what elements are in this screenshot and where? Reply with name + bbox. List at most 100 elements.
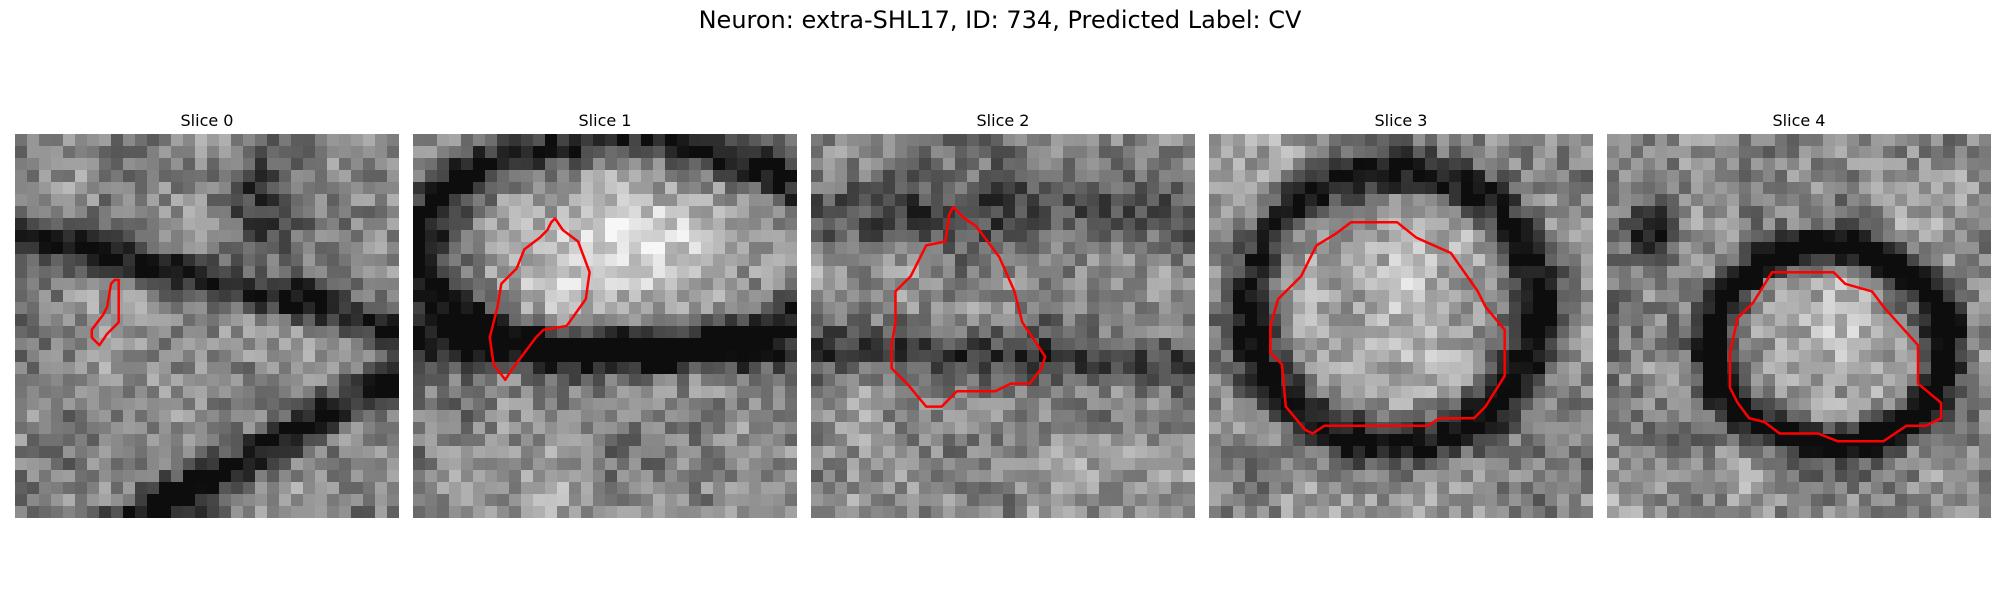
image-pixel (1557, 146, 1570, 159)
image-pixel (473, 158, 486, 171)
image-pixel (581, 398, 594, 411)
image-pixel (75, 290, 88, 303)
image-pixel (737, 218, 750, 231)
image-pixel (1835, 170, 1848, 183)
image-pixel (375, 314, 388, 327)
image-pixel (545, 446, 558, 459)
image-pixel (195, 182, 208, 195)
image-pixel (1557, 314, 1570, 327)
image-pixel (1509, 134, 1522, 147)
image-pixel (339, 362, 352, 375)
image-pixel (27, 290, 40, 303)
image-pixel (1221, 314, 1234, 327)
image-pixel (1293, 158, 1306, 171)
image-pixel (1281, 242, 1294, 255)
image-pixel (387, 506, 399, 518)
image-pixel (135, 362, 148, 375)
image-pixel (135, 458, 148, 471)
image-pixel (545, 410, 558, 423)
image-pixel (1233, 470, 1246, 483)
image-pixel (1039, 266, 1052, 279)
image-pixel (1619, 182, 1632, 195)
image-pixel (291, 422, 304, 435)
image-pixel (1667, 434, 1680, 447)
image-pixel (1147, 410, 1160, 423)
image-pixel (749, 206, 762, 219)
image-pixel (1703, 362, 1716, 375)
image-pixel (847, 266, 860, 279)
image-pixel (1727, 134, 1740, 147)
image-pixel (629, 506, 642, 518)
image-pixel (63, 338, 76, 351)
image-pixel (339, 314, 352, 327)
image-pixel (303, 338, 316, 351)
image-pixel (1449, 446, 1462, 459)
image-pixel (1341, 374, 1354, 387)
image-pixel (231, 434, 244, 447)
image-pixel (449, 158, 462, 171)
image-pixel (847, 446, 860, 459)
image-pixel (907, 410, 920, 423)
image-pixel (1473, 170, 1486, 183)
image-pixel (545, 458, 558, 471)
image-pixel (1557, 410, 1570, 423)
image-pixel (1051, 446, 1064, 459)
image-pixel (1545, 482, 1558, 495)
image-pixel (967, 278, 980, 291)
image-pixel (123, 230, 136, 243)
image-pixel (1293, 446, 1306, 459)
image-pixel (1655, 218, 1668, 231)
image-pixel (1787, 146, 1800, 159)
image-pixel (1473, 158, 1486, 171)
image-pixel (1341, 494, 1354, 507)
image-pixel (387, 386, 399, 399)
image-pixel (63, 398, 76, 411)
image-pixel (919, 194, 932, 207)
image-pixel (811, 230, 824, 243)
image-pixel (859, 302, 872, 315)
image-pixel (15, 254, 28, 267)
image-pixel (1063, 374, 1076, 387)
image-pixel (1159, 278, 1172, 291)
image-pixel (883, 158, 896, 171)
image-pixel (689, 482, 702, 495)
image-pixel (1931, 446, 1944, 459)
image-pixel (75, 410, 88, 423)
image-pixel (859, 242, 872, 255)
image-pixel (1619, 218, 1632, 231)
image-pixel (1171, 170, 1184, 183)
image-pixel (713, 290, 726, 303)
image-pixel (653, 146, 666, 159)
image-pixel (811, 458, 824, 471)
image-pixel (581, 362, 594, 375)
image-pixel (1329, 302, 1342, 315)
image-pixel (1607, 182, 1620, 195)
image-pixel (1389, 242, 1402, 255)
image-pixel (1183, 266, 1195, 279)
image-pixel (291, 278, 304, 291)
image-pixel (327, 482, 340, 495)
image-pixel (749, 170, 762, 183)
image-pixel (569, 362, 582, 375)
image-pixel (593, 374, 606, 387)
image-pixel (1557, 278, 1570, 291)
image-pixel (773, 410, 786, 423)
image-pixel (63, 314, 76, 327)
image-pixel (1775, 170, 1788, 183)
image-pixel (1799, 254, 1812, 267)
image-pixel (1401, 326, 1414, 339)
image-pixel (823, 290, 836, 303)
image-pixel (425, 194, 438, 207)
image-pixel (51, 218, 64, 231)
image-pixel (1171, 158, 1184, 171)
image-pixel (1943, 410, 1956, 423)
image-pixel (581, 158, 594, 171)
image-pixel (207, 446, 220, 459)
image-pixel (1449, 326, 1462, 339)
image-pixel (27, 182, 40, 195)
image-pixel (1329, 134, 1342, 147)
image-pixel (749, 506, 762, 518)
image-pixel (27, 398, 40, 411)
image-pixel (907, 470, 920, 483)
image-pixel (1569, 386, 1582, 399)
